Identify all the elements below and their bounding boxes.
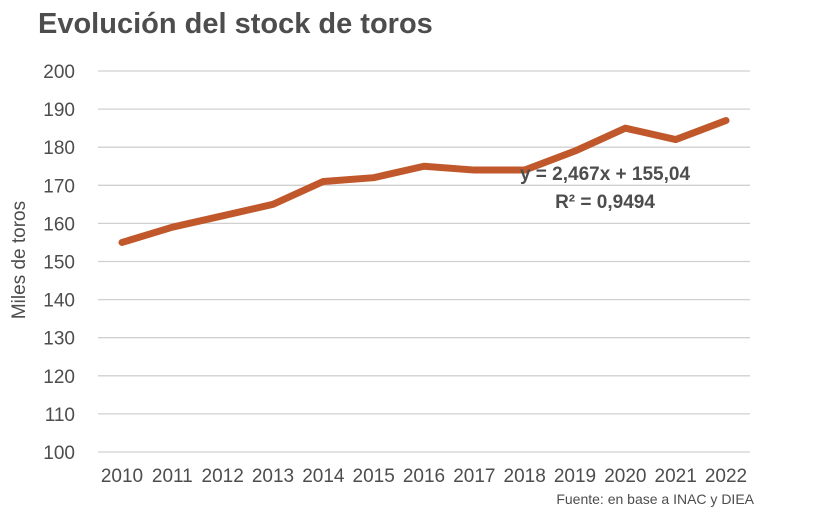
- grid-lines: [98, 70, 750, 453]
- y-tick-label: 130: [43, 329, 75, 350]
- chart-title: Evolución del stock de toros: [38, 8, 433, 40]
- x-tick-label: 2013: [252, 466, 294, 487]
- x-tick-label: 2012: [202, 466, 244, 487]
- source-note: Fuente: en base a INAC y DIEA: [556, 491, 754, 507]
- y-tick-label: 180: [43, 138, 75, 159]
- y-tick-label: 150: [43, 253, 75, 274]
- trendline-equation: y = 2,467x + 155,04: [520, 164, 691, 185]
- y-tick-labels: 100 110 120 130 140 150 160 170 180 190 200: [43, 62, 75, 464]
- y-tick-label: 170: [43, 176, 75, 197]
- y-tick-label: 120: [43, 367, 75, 388]
- data-series: [118, 117, 730, 246]
- x-tick-label: 2019: [554, 466, 596, 487]
- x-tick-label: 2015: [353, 466, 395, 487]
- x-tick-labels: 2010 2011 2012 2013 2014 2015 2016 2017 2018 2019…: [101, 466, 747, 487]
- x-tick-label: 2017: [453, 466, 495, 487]
- x-tick-label: 2016: [403, 466, 445, 487]
- x-tick-label: 2014: [302, 466, 345, 487]
- y-tick-label: 200: [43, 62, 75, 83]
- x-tick-label: 2011: [152, 466, 193, 487]
- x-tick-label: 2022: [705, 466, 747, 487]
- y-axis-label: Miles de toros: [9, 201, 30, 319]
- y-tick-label: 100: [43, 443, 75, 464]
- y-tick-label: 140: [43, 291, 75, 312]
- x-tick-label: 2018: [504, 466, 546, 487]
- y-tick-label: 190: [43, 100, 75, 121]
- x-tick-label: 2010: [101, 466, 143, 487]
- x-tick-label: 2021: [655, 466, 697, 487]
- trendline-r2: R² = 0,9494: [555, 192, 655, 213]
- y-tick-label: 160: [43, 214, 75, 235]
- y-tick-label: 110: [45, 405, 75, 426]
- x-tick-label: 2020: [604, 466, 646, 487]
